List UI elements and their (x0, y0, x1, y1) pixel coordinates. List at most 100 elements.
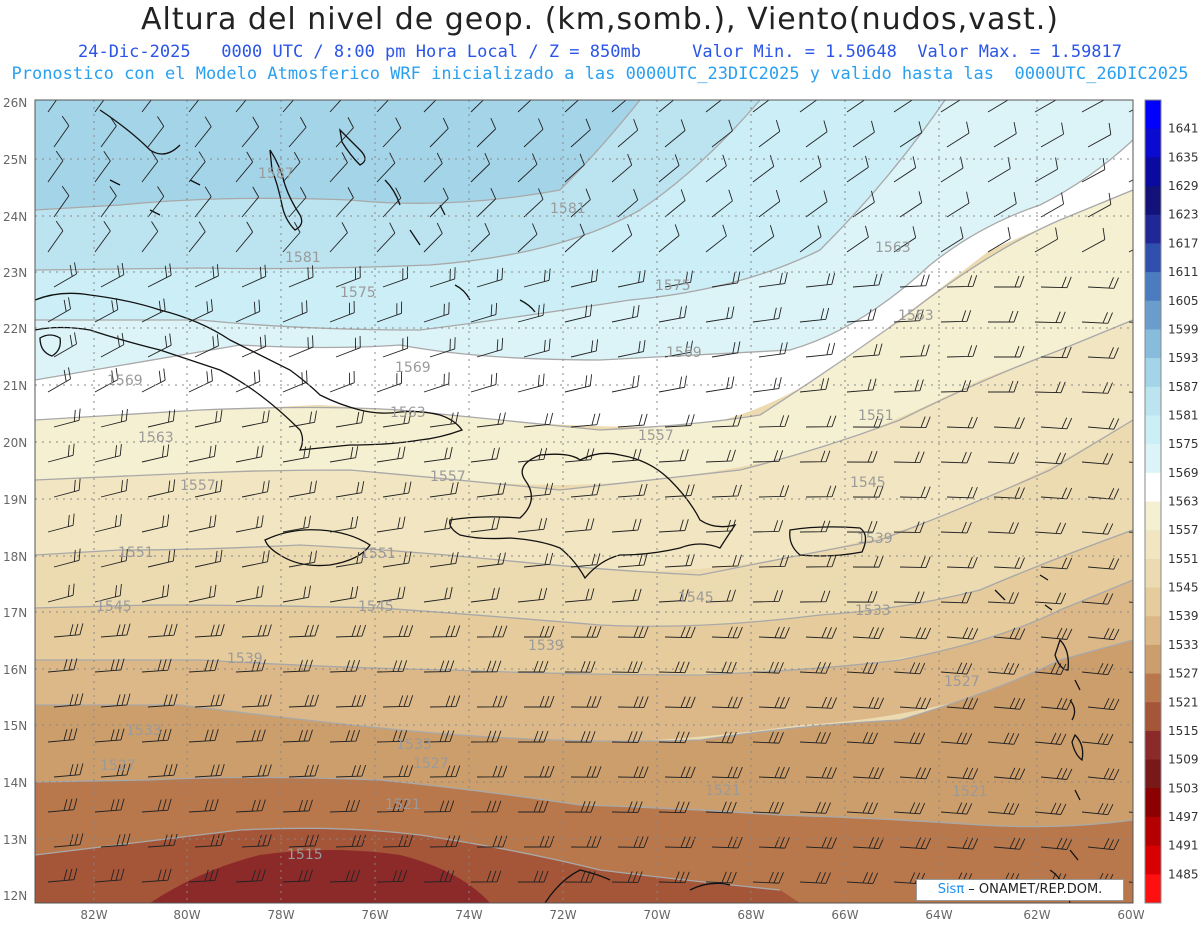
wind-barb (517, 303, 545, 323)
wind-barb (705, 589, 736, 603)
wind-barb (470, 800, 502, 813)
wind-barb (711, 271, 741, 288)
wind-barb (188, 151, 206, 183)
contour-label: 1527 (944, 674, 980, 690)
wind-barb (805, 120, 828, 148)
wind-barb (141, 298, 166, 323)
wind-barb (846, 100, 869, 113)
wind-barb (1087, 417, 1120, 430)
wind-barb (758, 120, 781, 148)
puerto-rico-coast (789, 526, 867, 557)
colorbar-swatch (1145, 759, 1161, 789)
band-1587 (35, 100, 640, 210)
wind-barb (235, 299, 261, 323)
wind-barb (1040, 276, 1072, 289)
wind-barb (523, 338, 551, 358)
lat-labels: 26N 25N 24N 23N 22N 21N 20N 19N 18N 17N … (3, 96, 27, 903)
wind-barb (799, 661, 831, 674)
wind-barb (147, 763, 178, 778)
colorbar-label: 1551 (1168, 552, 1199, 566)
wind-barb (705, 801, 737, 814)
wind-barb (241, 264, 267, 288)
wind-barb (893, 521, 925, 533)
wind-barb (376, 100, 396, 113)
wind-barb (899, 344, 930, 358)
wind-barb (470, 447, 500, 463)
coastlines (35, 109, 1084, 903)
wind-barb (1087, 487, 1120, 500)
wind-barb (988, 380, 1019, 393)
wind-barb (329, 446, 359, 463)
wind-barb (141, 100, 159, 113)
wind-barb (846, 590, 878, 603)
wind-barb (518, 800, 549, 813)
wind-barb (1034, 522, 1067, 535)
lat-label: 24N (3, 210, 27, 224)
band-1527 (35, 640, 1133, 827)
wind-barb (852, 767, 885, 780)
wind-barb (564, 731, 596, 743)
wind-barb (993, 697, 1026, 710)
colorbar-swatch (1145, 186, 1161, 216)
wind-barb (993, 837, 1026, 850)
wind-barb (758, 766, 790, 779)
lon-label: 74W (455, 908, 482, 922)
lat-label: 15N (3, 719, 27, 733)
wind-barb (141, 658, 172, 673)
wind-barb (705, 306, 735, 323)
wind-barb (799, 731, 831, 744)
wind-barb (194, 116, 212, 148)
wind-barb (376, 800, 408, 813)
wind-barb (376, 870, 408, 883)
wind-barb (53, 763, 84, 778)
wind-barb (799, 520, 831, 533)
colorbar-swatch (1145, 501, 1161, 531)
wind-barb (758, 342, 788, 358)
wind-barb (758, 485, 790, 498)
colorbar-label: 1533 (1168, 638, 1199, 652)
wind-barb (758, 696, 790, 709)
colorbar-swatch (1145, 329, 1161, 359)
wind-barb (711, 554, 742, 568)
contour-label: 1521 (385, 797, 421, 813)
wind-barb (141, 221, 159, 253)
wind-barb (47, 658, 78, 673)
bahamas-coast (149, 128, 536, 313)
colorbar-label: 1617 (1168, 236, 1199, 250)
colorbar-label: 1593 (1168, 351, 1199, 365)
wind-barb (376, 516, 406, 533)
lon-label: 68W (737, 908, 764, 922)
wind-barb (946, 486, 978, 499)
wind-barb (1040, 346, 1072, 359)
lat-label: 12N (3, 889, 27, 903)
wind-barb (100, 763, 131, 778)
wind-barb (987, 732, 1020, 745)
wind-barb (147, 479, 176, 498)
wind-barb (423, 222, 443, 253)
wind-barb (235, 799, 266, 813)
wind-barb (617, 483, 648, 498)
wind-barb (752, 801, 784, 814)
wind-barb (335, 834, 367, 848)
wind-barb (987, 452, 1019, 464)
contour-label: 1527 (100, 758, 136, 774)
colorbar-swatch (1145, 214, 1161, 244)
wind-barb (47, 798, 78, 813)
map-frame (34, 99, 1134, 904)
wind-barb (282, 585, 311, 603)
wind-barb (564, 871, 596, 883)
colorbar-label: 1569 (1168, 466, 1199, 480)
florida-keys-coast (99, 109, 181, 186)
wind-barb (758, 626, 790, 639)
contour-label: 1575 (340, 285, 376, 301)
wind-barb (282, 799, 313, 813)
wind-barb (946, 345, 978, 358)
wind-barb (470, 870, 502, 883)
wind-barb (335, 694, 367, 708)
wind-barb (241, 186, 260, 218)
contour-label: 1545 (96, 599, 132, 615)
wind-barb (429, 481, 459, 498)
wind-barb (899, 274, 930, 288)
wind-barb (329, 869, 361, 883)
wind-barb (752, 100, 775, 113)
